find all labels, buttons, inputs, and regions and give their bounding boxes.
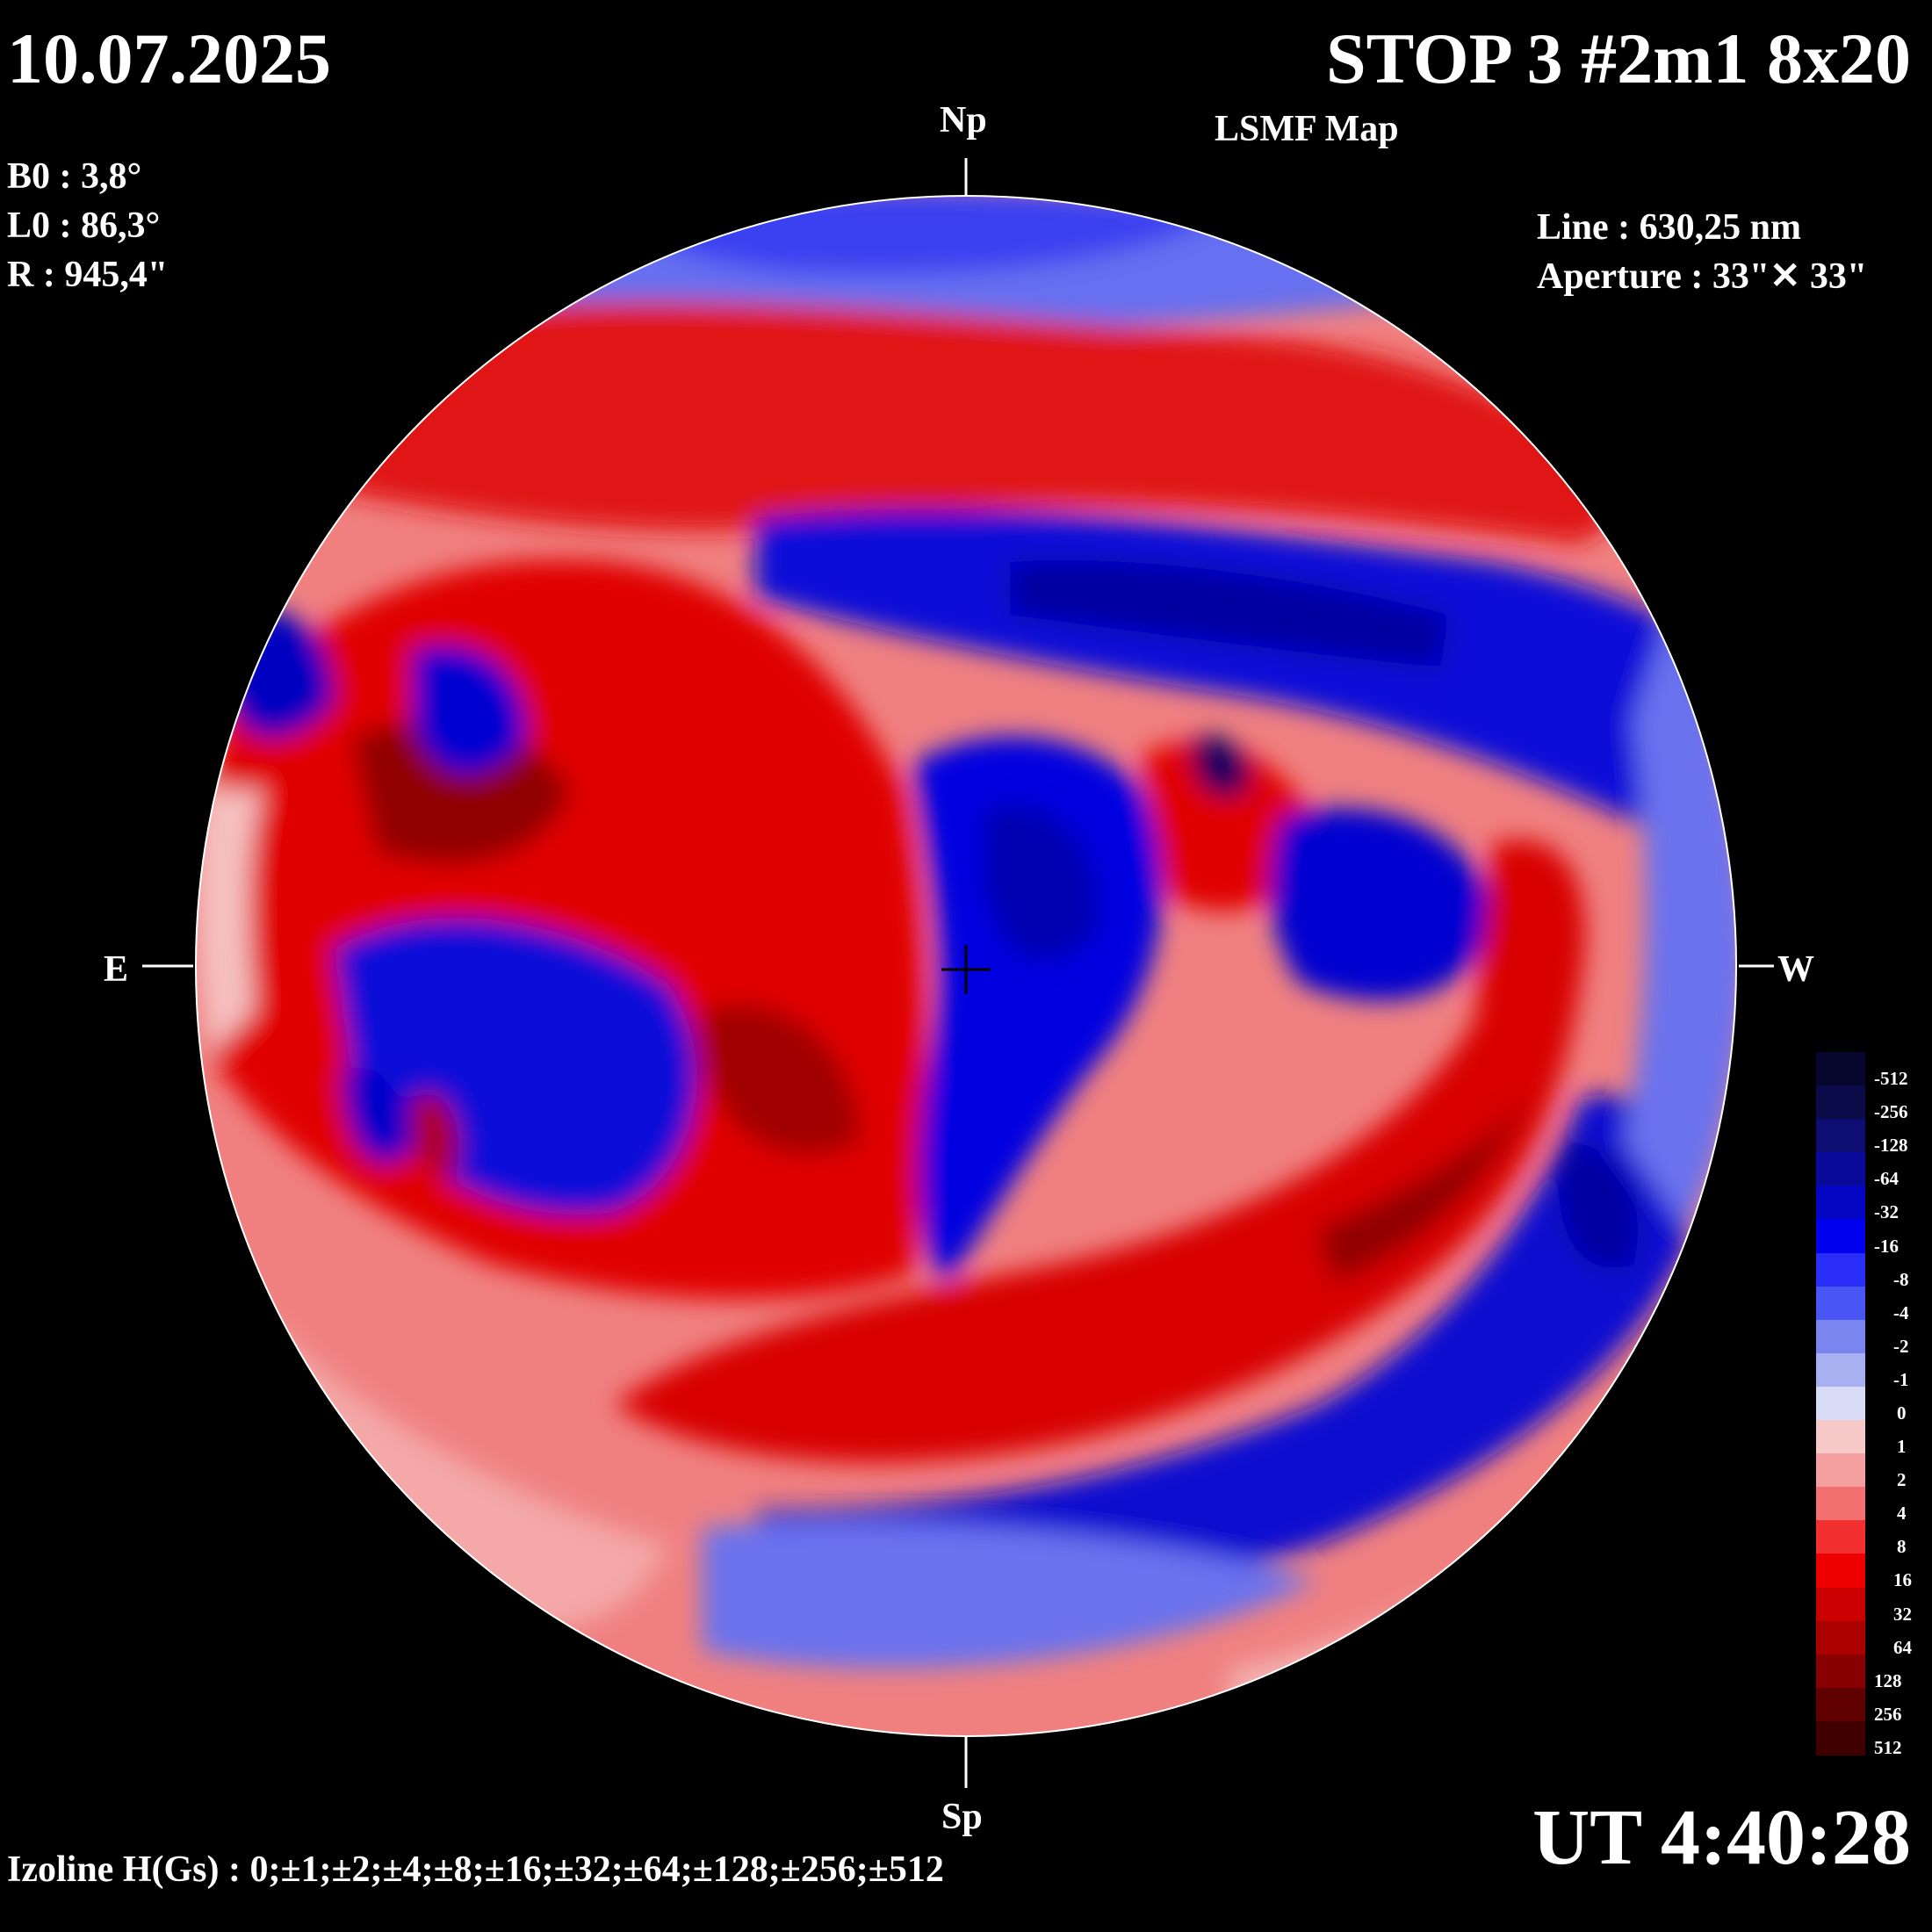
legend-label: -8	[1893, 1268, 1909, 1290]
legend-swatch	[1816, 1052, 1865, 1087]
legend-label: -256	[1874, 1101, 1908, 1123]
legend-swatch	[1816, 1085, 1865, 1121]
legend-swatch	[1816, 1352, 1865, 1388]
page-title: STOP 3 #2m1 8x20	[1326, 18, 1911, 98]
legend-swatch	[1816, 1119, 1865, 1154]
legend-swatch	[1816, 1219, 1865, 1254]
legend-swatch	[1816, 1319, 1865, 1354]
legend-swatch	[1816, 1252, 1865, 1287]
legend-swatch	[1816, 1152, 1865, 1187]
param-b0: B0 : 3,8°	[7, 156, 142, 197]
legend-label: -512	[1874, 1068, 1908, 1090]
legend-label: 128	[1874, 1669, 1902, 1691]
legend-swatch	[1816, 1620, 1865, 1655]
solar-disk	[196, 196, 1736, 1736]
legend-swatch	[1816, 1487, 1865, 1522]
legend-label: 256	[1874, 1703, 1902, 1725]
legend-label: 8	[1897, 1536, 1907, 1558]
legend-label: 2	[1897, 1469, 1907, 1491]
legend-swatch	[1816, 1554, 1865, 1589]
legend-label: -4	[1893, 1301, 1909, 1323]
legend-label: 1	[1897, 1436, 1907, 1458]
legend-swatch	[1816, 1520, 1865, 1555]
param-l0: L0 : 86,3°	[7, 205, 161, 246]
izoline-levels: Izoline H(Gs) : 0;±1;±2;±4;±8;±16;±32;±6…	[7, 1849, 944, 1890]
disk-limb	[195, 195, 1737, 1737]
date-label: 10.07.2025	[7, 18, 331, 98]
color-legend	[1816, 1052, 1865, 1755]
legend-swatch	[1816, 1453, 1865, 1489]
param-radius: R : 945,4"	[7, 255, 169, 295]
legend-swatch	[1816, 1420, 1865, 1455]
legend-label: -1	[1893, 1368, 1909, 1390]
legend-label: 32	[1893, 1603, 1912, 1625]
legend-swatch	[1816, 1654, 1865, 1689]
legend-swatch	[1816, 1587, 1865, 1622]
west-label: W	[1777, 949, 1814, 990]
legend-label: 64	[1893, 1636, 1912, 1658]
map-subtitle: LSMF Map	[1215, 109, 1399, 149]
ut-time: UT 4:40:28	[1532, 1794, 1911, 1881]
legend-swatch	[1816, 1386, 1865, 1422]
legend-label: -32	[1874, 1201, 1899, 1223]
legend-label: -64	[1874, 1168, 1899, 1190]
legend-swatch	[1816, 1720, 1865, 1755]
legend-label: 0	[1897, 1402, 1907, 1424]
legend-label: -2	[1893, 1335, 1909, 1357]
line-wavelength: Line : 630,25 nm	[1537, 207, 1802, 248]
legend-label: -128	[1874, 1135, 1908, 1157]
legend-swatch	[1816, 1186, 1865, 1221]
legend-label: -16	[1874, 1235, 1899, 1257]
north-pole-label: Np	[940, 100, 987, 141]
aperture-size: Aperture : 33"✕ 33"	[1537, 256, 1868, 297]
east-label: E	[104, 949, 129, 990]
south-pole-label: Sp	[941, 1797, 983, 1837]
legend-swatch	[1816, 1286, 1865, 1321]
legend-swatch	[1816, 1687, 1865, 1722]
legend-label: 512	[1874, 1736, 1902, 1758]
center-crosshair-icon	[941, 945, 991, 994]
legend-label: 16	[1893, 1569, 1912, 1591]
legend-label: 4	[1897, 1503, 1907, 1525]
